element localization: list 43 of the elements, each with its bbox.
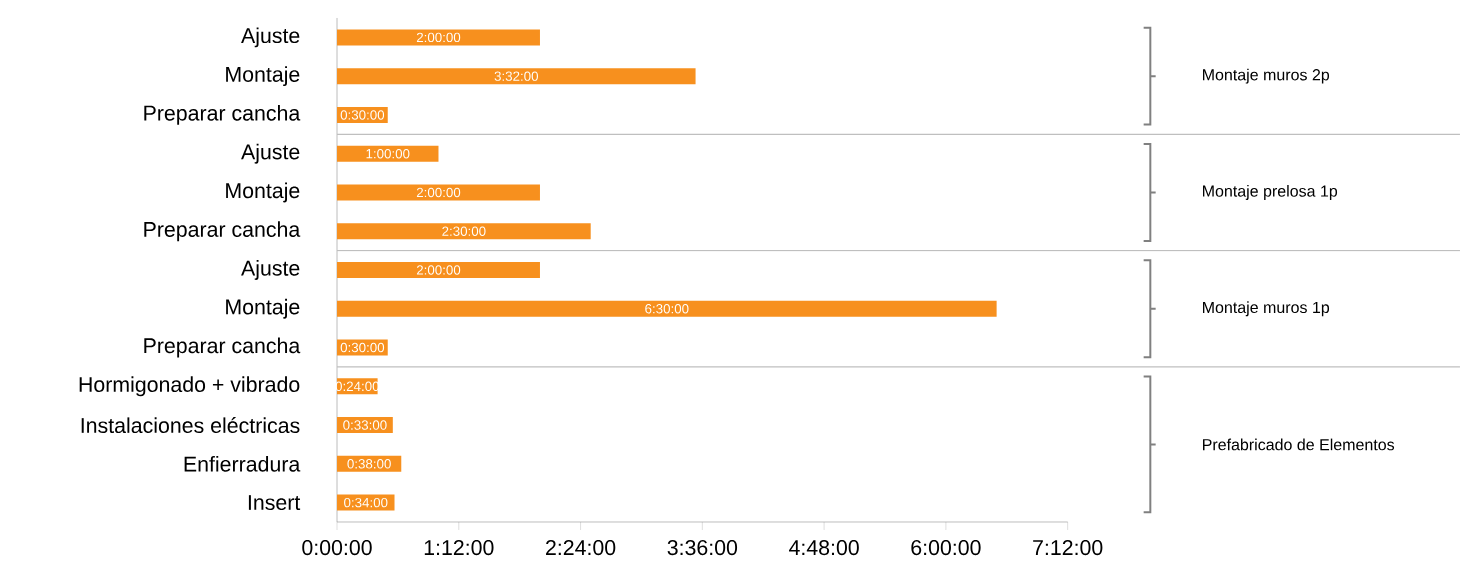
x-tick-label: 6:00:00 xyxy=(911,540,981,556)
data-label: 2:00:00 xyxy=(416,32,461,43)
y-tick-label: Montaje xyxy=(226,66,300,87)
y-tick-label: Ajuste xyxy=(241,260,300,280)
y-tick-label: Instalaciones eléctricas xyxy=(81,417,300,434)
y-tick-label: Montaje xyxy=(226,182,300,203)
text: Montaje prelosa 1p xyxy=(1203,185,1338,200)
data-label: 0:38:00 xyxy=(347,459,391,469)
x-tick-label: 3:36:00 xyxy=(667,540,738,556)
y-tick-label: Hormigonado + vibrado xyxy=(79,376,300,397)
data-label: 2:00:00 xyxy=(416,187,461,198)
y-tick-label: Montaje xyxy=(226,298,300,319)
y-tick-label: Enfierradura xyxy=(184,456,301,472)
data-label: 1:00:00 xyxy=(366,148,410,159)
y-tick-label: Preparar cancha xyxy=(144,337,301,358)
text: Montaje muros 2p xyxy=(1203,68,1330,84)
bar xyxy=(337,68,696,85)
data-label: 3:32:00 xyxy=(494,71,539,81)
x-tick-label: 7:12:00 xyxy=(1033,540,1103,556)
data-label: 6:30:00 xyxy=(645,304,689,314)
text: Prefabricado de Elementos xyxy=(1203,438,1395,451)
x-tick-label: 2:24:00 xyxy=(546,540,616,556)
bar xyxy=(337,300,997,317)
data-label: 0:34:00 xyxy=(344,497,388,508)
bar xyxy=(337,262,540,278)
y-tick-label: Insert xyxy=(248,495,301,511)
y-tick-label: Preparar cancha xyxy=(144,221,301,242)
x-tick-label: 4:48:00 xyxy=(789,540,859,556)
y-tick-label: Preparar cancha xyxy=(144,104,301,125)
text: Montaje muros 1p xyxy=(1203,301,1330,317)
data-label: 2:00:00 xyxy=(416,265,461,275)
data-label: 2:30:00 xyxy=(442,226,486,236)
data-label: 0:33:00 xyxy=(343,420,387,430)
bar xyxy=(337,223,591,240)
x-tick-label: 1:12:00 xyxy=(424,540,494,556)
data-label: 0:30:00 xyxy=(340,110,385,120)
x-tick-label: 0:00:00 xyxy=(302,540,372,556)
bar xyxy=(337,184,540,201)
y-tick-label: Ajuste xyxy=(241,27,300,48)
bar xyxy=(337,145,439,162)
data-label: 0:30:00 xyxy=(340,342,385,353)
bar xyxy=(337,29,540,46)
y-tick-label: Ajuste xyxy=(241,143,300,164)
